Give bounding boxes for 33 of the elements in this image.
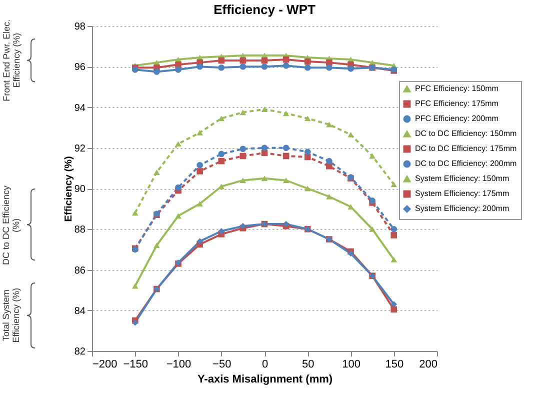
x-tick-label: −200 — [92, 358, 118, 370]
text: Total System Efficiency (%) — [2, 287, 22, 346]
x-tick-label: 200 — [419, 358, 438, 370]
y-tick-label: 86 — [74, 265, 86, 276]
legend-label: DC to DC Efficiency: 150mm — [415, 129, 517, 138]
text: Front End Pwr. Elec. Efficiency (%) — [2, 18, 22, 104]
y-tick-label: 92 — [74, 143, 86, 154]
legend-label: PFC Efficiency: 175mm — [415, 99, 499, 108]
x-tick-label: −100 — [166, 358, 192, 370]
y-tick-label: 96 — [74, 62, 86, 74]
legend-label: System Efficiency: 200mm — [415, 204, 510, 213]
x-tick-label: 0 — [262, 358, 268, 370]
legend-label: PFC Efficiency: 150mm — [415, 84, 499, 93]
legend-label: System Efficiency: 150mm — [415, 174, 510, 183]
y-tick-label: 98 — [74, 22, 86, 32]
legend-label: DC to DC Efficiency: 200mm — [415, 159, 517, 168]
legend-label: System Efficiency: 175mm — [415, 189, 510, 198]
text: DC to DC Efficiency (%) — [2, 184, 22, 267]
x-tick-label: −50 — [212, 358, 232, 370]
chart-title: Efficiency - WPT — [214, 2, 316, 17]
y-axis-title: Efficiency (%) — [63, 156, 74, 222]
y-tick-label: 84 — [74, 306, 86, 317]
legend-label: PFC Efficiency: 200mm — [415, 114, 499, 123]
legend-label: DC to DC Efficiency: 175mm — [415, 144, 517, 153]
x-tick-label: 100 — [342, 358, 360, 370]
x-tick-label: 150 — [385, 358, 404, 370]
y-tick-label: 90 — [74, 184, 86, 195]
y-tick-label: 94 — [74, 102, 86, 114]
x-tick-label: −150 — [123, 358, 148, 370]
x-axis-title: Y-axis Misalignment (mm) — [197, 374, 333, 386]
x-tick-label: 50 — [302, 358, 314, 370]
y-tick-label: 82 — [74, 346, 86, 358]
y-tick-label: 88 — [74, 224, 86, 236]
